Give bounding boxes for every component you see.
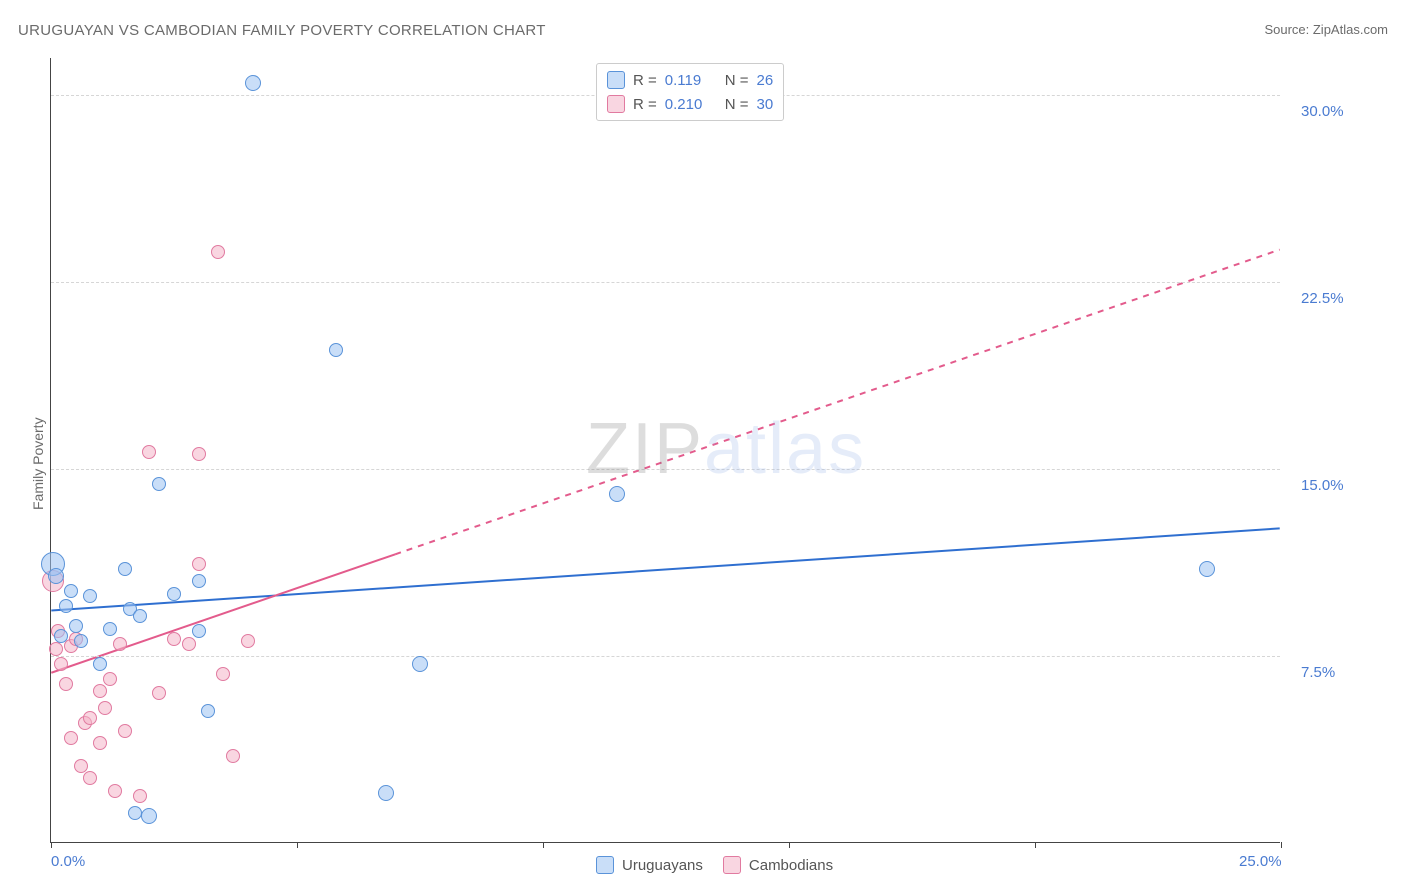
scatter-point-uruguayans: [378, 785, 394, 801]
x-tick: [297, 842, 298, 848]
legend-swatch-cambodians: [607, 95, 625, 113]
scatter-point-uruguayans: [1199, 561, 1215, 577]
legend-swatch-cambodians: [723, 856, 741, 874]
scatter-point-cambodians: [118, 724, 132, 738]
y-axis-label: Family Poverty: [30, 417, 46, 510]
x-tick-label: 25.0%: [1239, 853, 1282, 870]
scatter-point-cambodians: [182, 637, 196, 651]
chart-title: URUGUAYAN VS CAMBODIAN FAMILY POVERTY CO…: [18, 22, 546, 39]
scatter-point-uruguayans: [192, 624, 206, 638]
scatter-point-uruguayans: [133, 609, 147, 623]
legend-row-cambodians: R =0.210N =30: [607, 92, 773, 116]
legend-swatch-uruguayans: [596, 856, 614, 874]
trend-lines: [51, 58, 1280, 842]
series-label-cambodians: Cambodians: [749, 857, 833, 874]
scatter-point-cambodians: [133, 789, 147, 803]
scatter-point-uruguayans: [167, 587, 181, 601]
scatter-point-cambodians: [74, 759, 88, 773]
scatter-point-cambodians: [113, 637, 127, 651]
x-tick: [789, 842, 790, 848]
n-value-uruguayans: 26: [757, 72, 774, 89]
scatter-point-uruguayans: [48, 568, 64, 584]
scatter-point-uruguayans: [141, 808, 157, 824]
scatter-point-uruguayans: [118, 562, 132, 576]
scatter-point-uruguayans: [128, 806, 142, 820]
y-tick-label: 7.5%: [1301, 664, 1335, 681]
scatter-point-cambodians: [103, 672, 117, 686]
scatter-point-cambodians: [211, 245, 225, 259]
scatter-point-uruguayans: [64, 584, 78, 598]
y-tick-label: 22.5%: [1301, 290, 1344, 307]
series-legend-item-cambodians: Cambodians: [723, 856, 833, 874]
scatter-point-uruguayans: [93, 657, 107, 671]
r-value-cambodians: 0.210: [665, 96, 717, 113]
series-legend: Uruguayans Cambodians: [596, 856, 833, 874]
n-value-cambodians: 30: [757, 96, 774, 113]
series-label-uruguayans: Uruguayans: [622, 857, 703, 874]
scatter-point-uruguayans: [59, 599, 73, 613]
legend-row-uruguayans: R =0.119N =26: [607, 68, 773, 92]
scatter-point-cambodians: [226, 749, 240, 763]
watermark: ZIPatlas: [586, 408, 866, 490]
legend-swatch-uruguayans: [607, 71, 625, 89]
scatter-point-cambodians: [216, 667, 230, 681]
scatter-point-cambodians: [142, 445, 156, 459]
r-value-uruguayans: 0.119: [665, 72, 717, 89]
scatter-point-cambodians: [192, 447, 206, 461]
y-tick-label: 30.0%: [1301, 103, 1344, 120]
scatter-point-cambodians: [108, 784, 122, 798]
scatter-point-cambodians: [59, 677, 73, 691]
scatter-point-uruguayans: [192, 574, 206, 588]
scatter-point-cambodians: [83, 711, 97, 725]
scatter-point-cambodians: [192, 557, 206, 571]
scatter-point-cambodians: [83, 771, 97, 785]
gridline: [51, 469, 1280, 470]
correlation-legend: R =0.119N =26R =0.210N =30: [596, 63, 784, 121]
x-tick: [543, 842, 544, 848]
scatter-point-uruguayans: [412, 656, 428, 672]
scatter-point-cambodians: [241, 634, 255, 648]
scatter-point-cambodians: [93, 736, 107, 750]
scatter-point-uruguayans: [74, 634, 88, 648]
scatter-point-cambodians: [98, 701, 112, 715]
x-tick-label: 0.0%: [51, 853, 85, 870]
series-legend-item-uruguayans: Uruguayans: [596, 856, 703, 874]
gridline: [51, 656, 1280, 657]
scatter-point-uruguayans: [609, 486, 625, 502]
scatter-point-cambodians: [167, 632, 181, 646]
scatter-point-uruguayans: [329, 343, 343, 357]
scatter-point-uruguayans: [54, 629, 68, 643]
gridline: [51, 282, 1280, 283]
scatter-point-uruguayans: [152, 477, 166, 491]
scatter-point-uruguayans: [103, 622, 117, 636]
scatter-point-uruguayans: [83, 589, 97, 603]
scatter-point-cambodians: [64, 731, 78, 745]
y-tick-label: 15.0%: [1301, 477, 1344, 494]
scatter-point-cambodians: [54, 657, 68, 671]
scatter-point-uruguayans: [69, 619, 83, 633]
scatter-point-cambodians: [152, 686, 166, 700]
scatter-point-uruguayans: [245, 75, 261, 91]
plot-area: 7.5%15.0%22.5%30.0%0.0%25.0%ZIPatlasR =0…: [50, 58, 1280, 843]
chart-container: URUGUAYAN VS CAMBODIAN FAMILY POVERTY CO…: [0, 0, 1406, 892]
source-attribution: Source: ZipAtlas.com: [1264, 22, 1388, 37]
scatter-point-uruguayans: [201, 704, 215, 718]
x-tick: [1035, 842, 1036, 848]
scatter-point-cambodians: [93, 684, 107, 698]
scatter-point-cambodians: [49, 642, 63, 656]
x-tick: [1281, 842, 1282, 848]
x-tick: [51, 842, 52, 848]
